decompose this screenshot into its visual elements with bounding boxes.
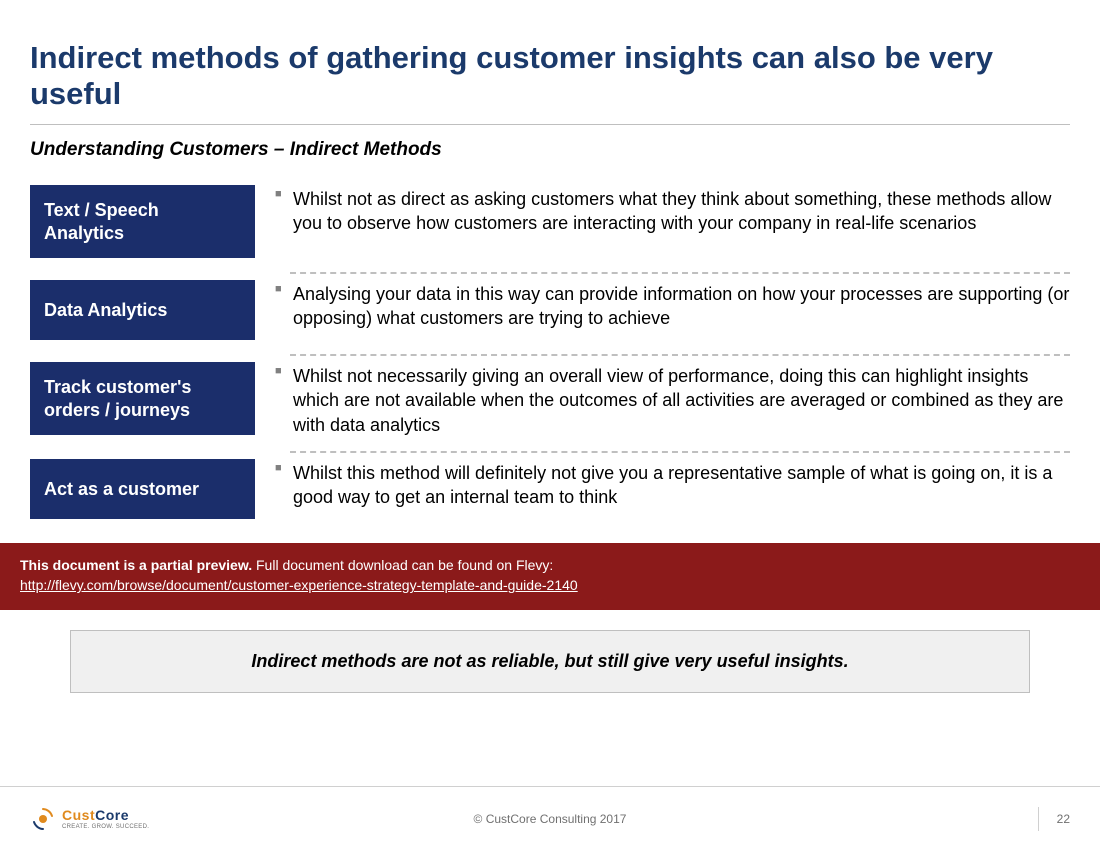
copyright: © CustCore Consulting 2017 [474, 812, 627, 826]
preview-banner-rest: Full document download can be found on F… [256, 557, 553, 573]
logo-text: CustCore CREATE. GROW. SUCCEED. [62, 808, 149, 830]
method-description: Whilst not as direct as asking customers… [273, 185, 1070, 236]
method-description: Whilst this method will definitely not g… [273, 459, 1070, 510]
slide-title: Indirect methods of gathering customer i… [0, 0, 1100, 124]
preview-banner-link[interactable]: http://flevy.com/browse/document/custome… [20, 577, 578, 593]
method-description: Whilst not necessarily giving an overall… [273, 362, 1070, 437]
logo-icon [30, 806, 56, 832]
method-row: Data Analytics Analysing your data in th… [30, 274, 1070, 354]
method-label: Data Analytics [30, 280, 255, 340]
method-row: Act as a customer Whilst this method wil… [30, 453, 1070, 533]
preview-banner-bold: This document is a partial preview. [20, 557, 252, 573]
preview-banner: This document is a partial preview. Full… [0, 543, 1100, 610]
slide-footer: CustCore CREATE. GROW. SUCCEED. © CustCo… [0, 786, 1100, 850]
page-number: 22 [1038, 807, 1070, 831]
method-label: Act as a customer [30, 459, 255, 519]
method-row: Text / Speech Analytics Whilst not as di… [30, 179, 1070, 272]
methods-list: Text / Speech Analytics Whilst not as di… [0, 179, 1100, 533]
logo-text-cust: Cust [62, 807, 95, 823]
method-description: Analysing your data in this way can prov… [273, 280, 1070, 331]
slide-subtitle: Understanding Customers – Indirect Metho… [0, 139, 1100, 179]
logo-text-core: Core [95, 807, 129, 823]
logo: CustCore CREATE. GROW. SUCCEED. [30, 806, 149, 832]
title-rule [30, 124, 1070, 125]
method-label: Track customer's orders / journeys [30, 362, 255, 435]
callout-box: Indirect methods are not as reliable, bu… [70, 630, 1030, 693]
method-label: Text / Speech Analytics [30, 185, 255, 258]
logo-tagline: CREATE. GROW. SUCCEED. [62, 824, 149, 830]
method-row: Track customer's orders / journeys Whils… [30, 356, 1070, 451]
